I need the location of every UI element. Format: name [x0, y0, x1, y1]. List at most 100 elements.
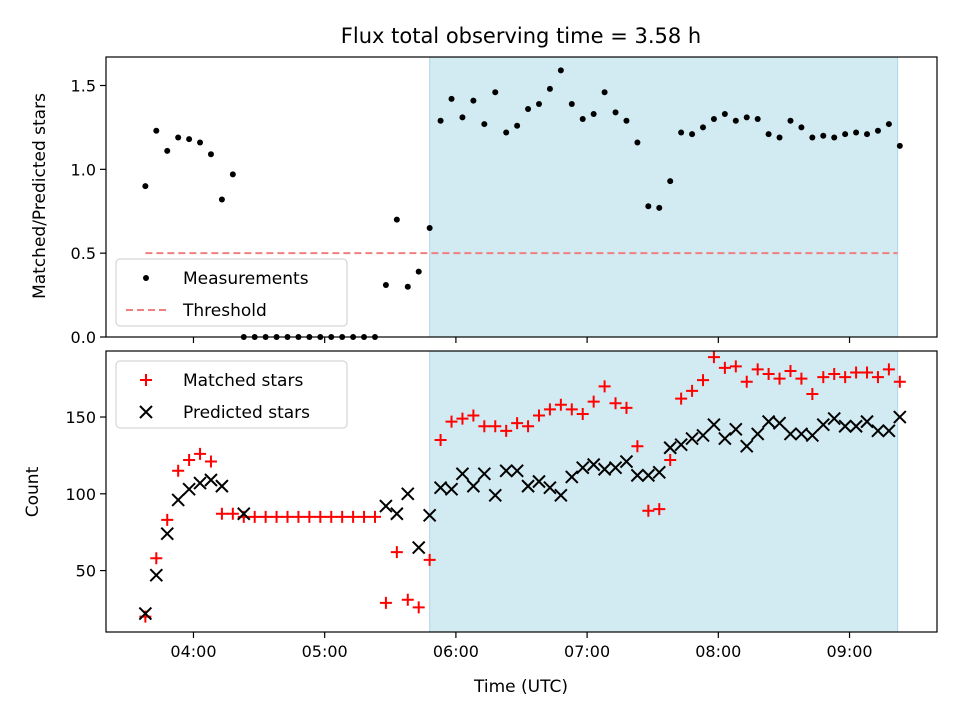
predicted-star-point	[171, 493, 185, 507]
predicted-star-point	[685, 431, 699, 446]
measurement-point	[153, 127, 160, 134]
top-legend-marker	[143, 275, 149, 281]
measurement-point	[743, 114, 750, 121]
measurement-point	[186, 136, 193, 143]
top-legend	[115, 258, 348, 327]
matched-star-point	[172, 464, 185, 477]
top-ytick-label: 0.5	[71, 244, 96, 263]
measurement-point	[197, 139, 204, 146]
measurement-point	[535, 100, 542, 107]
measurement-point	[700, 124, 707, 131]
top-ylabel: Matched/Predicted stars	[30, 93, 50, 299]
matched-star-point	[204, 455, 217, 468]
chart-title: Flux total observing time = 3.58 h	[341, 24, 701, 48]
measurement-point	[732, 117, 739, 124]
matched-star-point	[587, 395, 600, 408]
predicted-star-point	[215, 479, 229, 493]
measurement-point	[218, 196, 225, 203]
predicted-star-point	[554, 488, 568, 503]
predicted-star-point	[641, 468, 656, 483]
predicted-star-point	[455, 467, 470, 481]
bottom-legend	[115, 360, 348, 429]
matched-star-point	[270, 510, 283, 523]
measurement-point	[623, 117, 630, 124]
matched-star-point	[686, 384, 699, 397]
measurement-point	[448, 95, 455, 102]
xtick-label: 06:00	[433, 642, 479, 661]
measurement-point	[765, 131, 772, 138]
bottom-axes-frame	[105, 350, 938, 633]
bottom-legend-marker	[140, 374, 152, 386]
measurement-point	[831, 134, 838, 141]
matched-star-point	[489, 420, 502, 433]
predicted-star-point	[608, 460, 623, 475]
predicted-star-point	[805, 428, 820, 443]
measurement-point	[382, 282, 389, 289]
measurement-point	[470, 97, 477, 104]
matched-star-point	[565, 403, 578, 416]
predicted-star-point	[663, 441, 677, 455]
measurement-point	[437, 117, 444, 124]
predicted-star-point	[160, 527, 174, 541]
matched-star-point	[806, 387, 819, 400]
measurement-point	[481, 121, 488, 128]
measurement-point	[820, 132, 827, 139]
predicted-star-point	[882, 424, 896, 438]
matched-star-point	[500, 424, 513, 437]
predicted-star-point	[838, 419, 852, 433]
measurement-point	[393, 216, 400, 223]
top-legend-label: Measurements	[183, 269, 309, 289]
matched-star-point	[445, 415, 458, 428]
matched-star-point	[642, 504, 655, 517]
measurement-point	[612, 109, 619, 116]
predicted-star-point	[532, 474, 546, 489]
matched-star-point	[401, 593, 414, 606]
xtick-label: 08:00	[695, 642, 741, 661]
predicted-star-point	[466, 479, 481, 493]
matched-star-point	[762, 368, 775, 381]
predicted-star-point	[182, 482, 196, 496]
measurement-point	[787, 117, 794, 124]
measurement-point	[721, 111, 728, 118]
predicted-star-point	[893, 410, 907, 424]
predicted-star-point	[619, 454, 634, 469]
bottom-legend-label: Matched stars	[183, 371, 303, 391]
top-shaded-region	[429, 56, 899, 338]
matched-star-point	[598, 380, 611, 393]
matched-star-point	[259, 510, 272, 523]
matched-star-point	[434, 434, 447, 447]
matched-star-point	[828, 368, 841, 381]
predicted-star-point	[149, 568, 164, 582]
predicted-star-point	[379, 499, 393, 513]
predicted-star-point	[816, 417, 830, 432]
matched-star-point	[183, 454, 196, 467]
predicted-star-point	[510, 464, 524, 478]
measurement-point	[776, 134, 783, 141]
matched-star-point	[675, 392, 688, 405]
predicted-star-point	[586, 457, 601, 472]
matched-star-point	[839, 371, 852, 384]
xtick-label: 05:00	[302, 642, 348, 661]
matched-star-point	[303, 510, 316, 523]
predicted-star-point	[652, 465, 666, 480]
matched-star-point	[871, 371, 884, 384]
predicted-star-point	[444, 482, 459, 496]
measurement-point	[590, 111, 597, 118]
predicted-star-point	[422, 508, 437, 523]
matched-star-point	[390, 546, 403, 559]
matched-star-point	[358, 510, 371, 523]
matched-star-point	[194, 447, 207, 460]
bottom-xlabel: Time (UTC)	[473, 677, 568, 697]
predicted-star-point	[729, 422, 743, 437]
predicted-star-point	[477, 467, 492, 481]
predicted-star-point	[433, 480, 448, 495]
measurement-point	[667, 178, 674, 185]
matched-star-point	[467, 409, 480, 422]
bottom-legend-label: Predicted stars	[183, 403, 310, 423]
predicted-star-point	[193, 476, 207, 490]
predicted-star-point	[499, 464, 513, 478]
bottom-legend-marker	[139, 405, 153, 419]
measurement-point	[568, 100, 575, 107]
predicted-star-point	[849, 419, 863, 433]
matched-star-point	[773, 372, 786, 385]
